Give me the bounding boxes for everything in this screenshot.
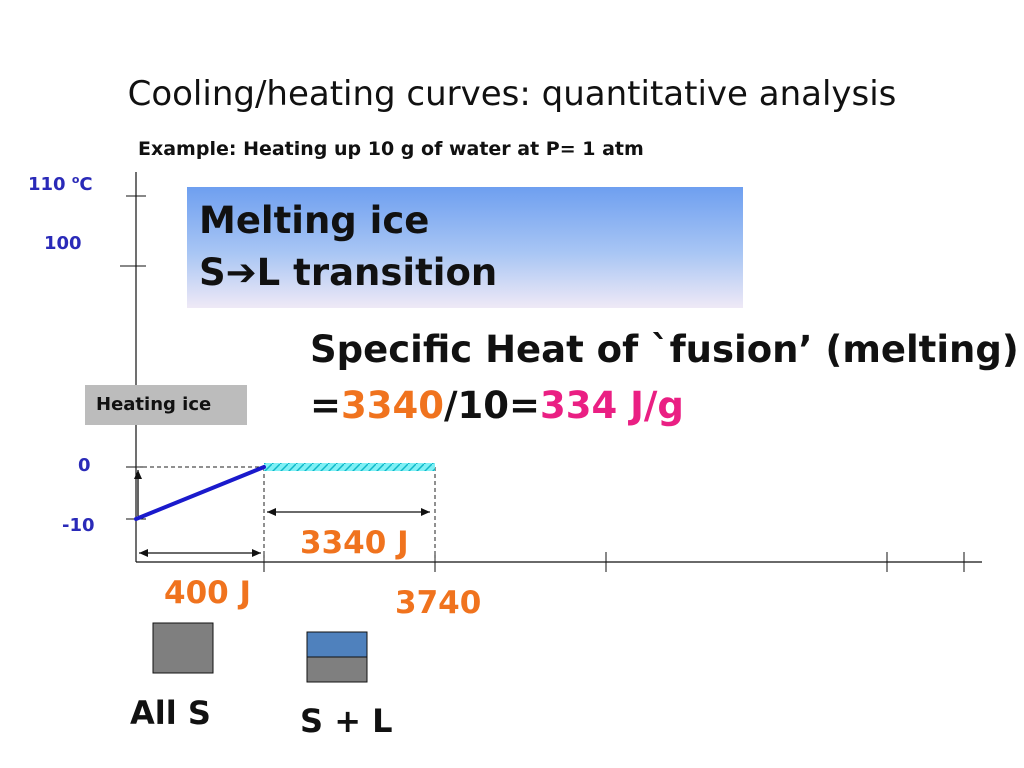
y-tick-label-minus10: -10 — [62, 515, 95, 536]
y-tick-110-number: 110 — [28, 174, 72, 195]
right-arrow-icon: ➔ — [225, 251, 257, 294]
transition-from: S — [199, 251, 226, 294]
y-tick-110-degree: o — [71, 173, 80, 186]
slide-title: Cooling/heating curves: quantitative ana… — [127, 74, 897, 114]
equation-result: 334 J/g — [540, 384, 684, 427]
heat-of-fusion-heading: Specific Heat of `fusion’ (melting) — [310, 328, 1019, 371]
melting-ice-callout: Melting ice S➔L transition — [187, 187, 743, 308]
liquid-layer-swatch — [306, 631, 368, 658]
phase-transition-label: S➔L transition — [199, 251, 497, 294]
equation-total-heat: 3340 — [341, 384, 444, 427]
melting-plateau-segment — [264, 463, 435, 471]
phase-label-solid-liquid: S + L — [300, 702, 393, 740]
heating-ice-segment — [134, 465, 266, 521]
equation-divisor: /10= — [444, 384, 541, 427]
melting-ice-heading: Melting ice — [199, 199, 430, 242]
transition-to: L transition — [256, 251, 498, 294]
phase-label-all-solid: All S — [130, 694, 211, 732]
y-tick-label-100: 100 — [44, 233, 82, 254]
y-tick-label-110: 110 oC — [28, 173, 93, 195]
energy-label-3340j: 3340 J — [300, 525, 409, 561]
y-tick-label-0: 0 — [78, 455, 91, 476]
energy-label-400j: 400 J — [164, 575, 252, 611]
slide-subtitle: Example: Heating up 10 g of water at P= … — [138, 138, 644, 160]
solid-phase-swatch — [152, 622, 214, 674]
heating-ice-label: Heating ice — [96, 394, 212, 415]
y-tick-110-unit: C — [79, 174, 93, 195]
equation-equals: = — [310, 384, 342, 427]
solid-layer-swatch — [306, 656, 368, 683]
heating-ice-callout: Heating ice — [85, 385, 247, 425]
energy-label-3740: 3740 — [395, 585, 482, 621]
heat-of-fusion-equation: =3340/10=334 J/g — [310, 384, 684, 427]
